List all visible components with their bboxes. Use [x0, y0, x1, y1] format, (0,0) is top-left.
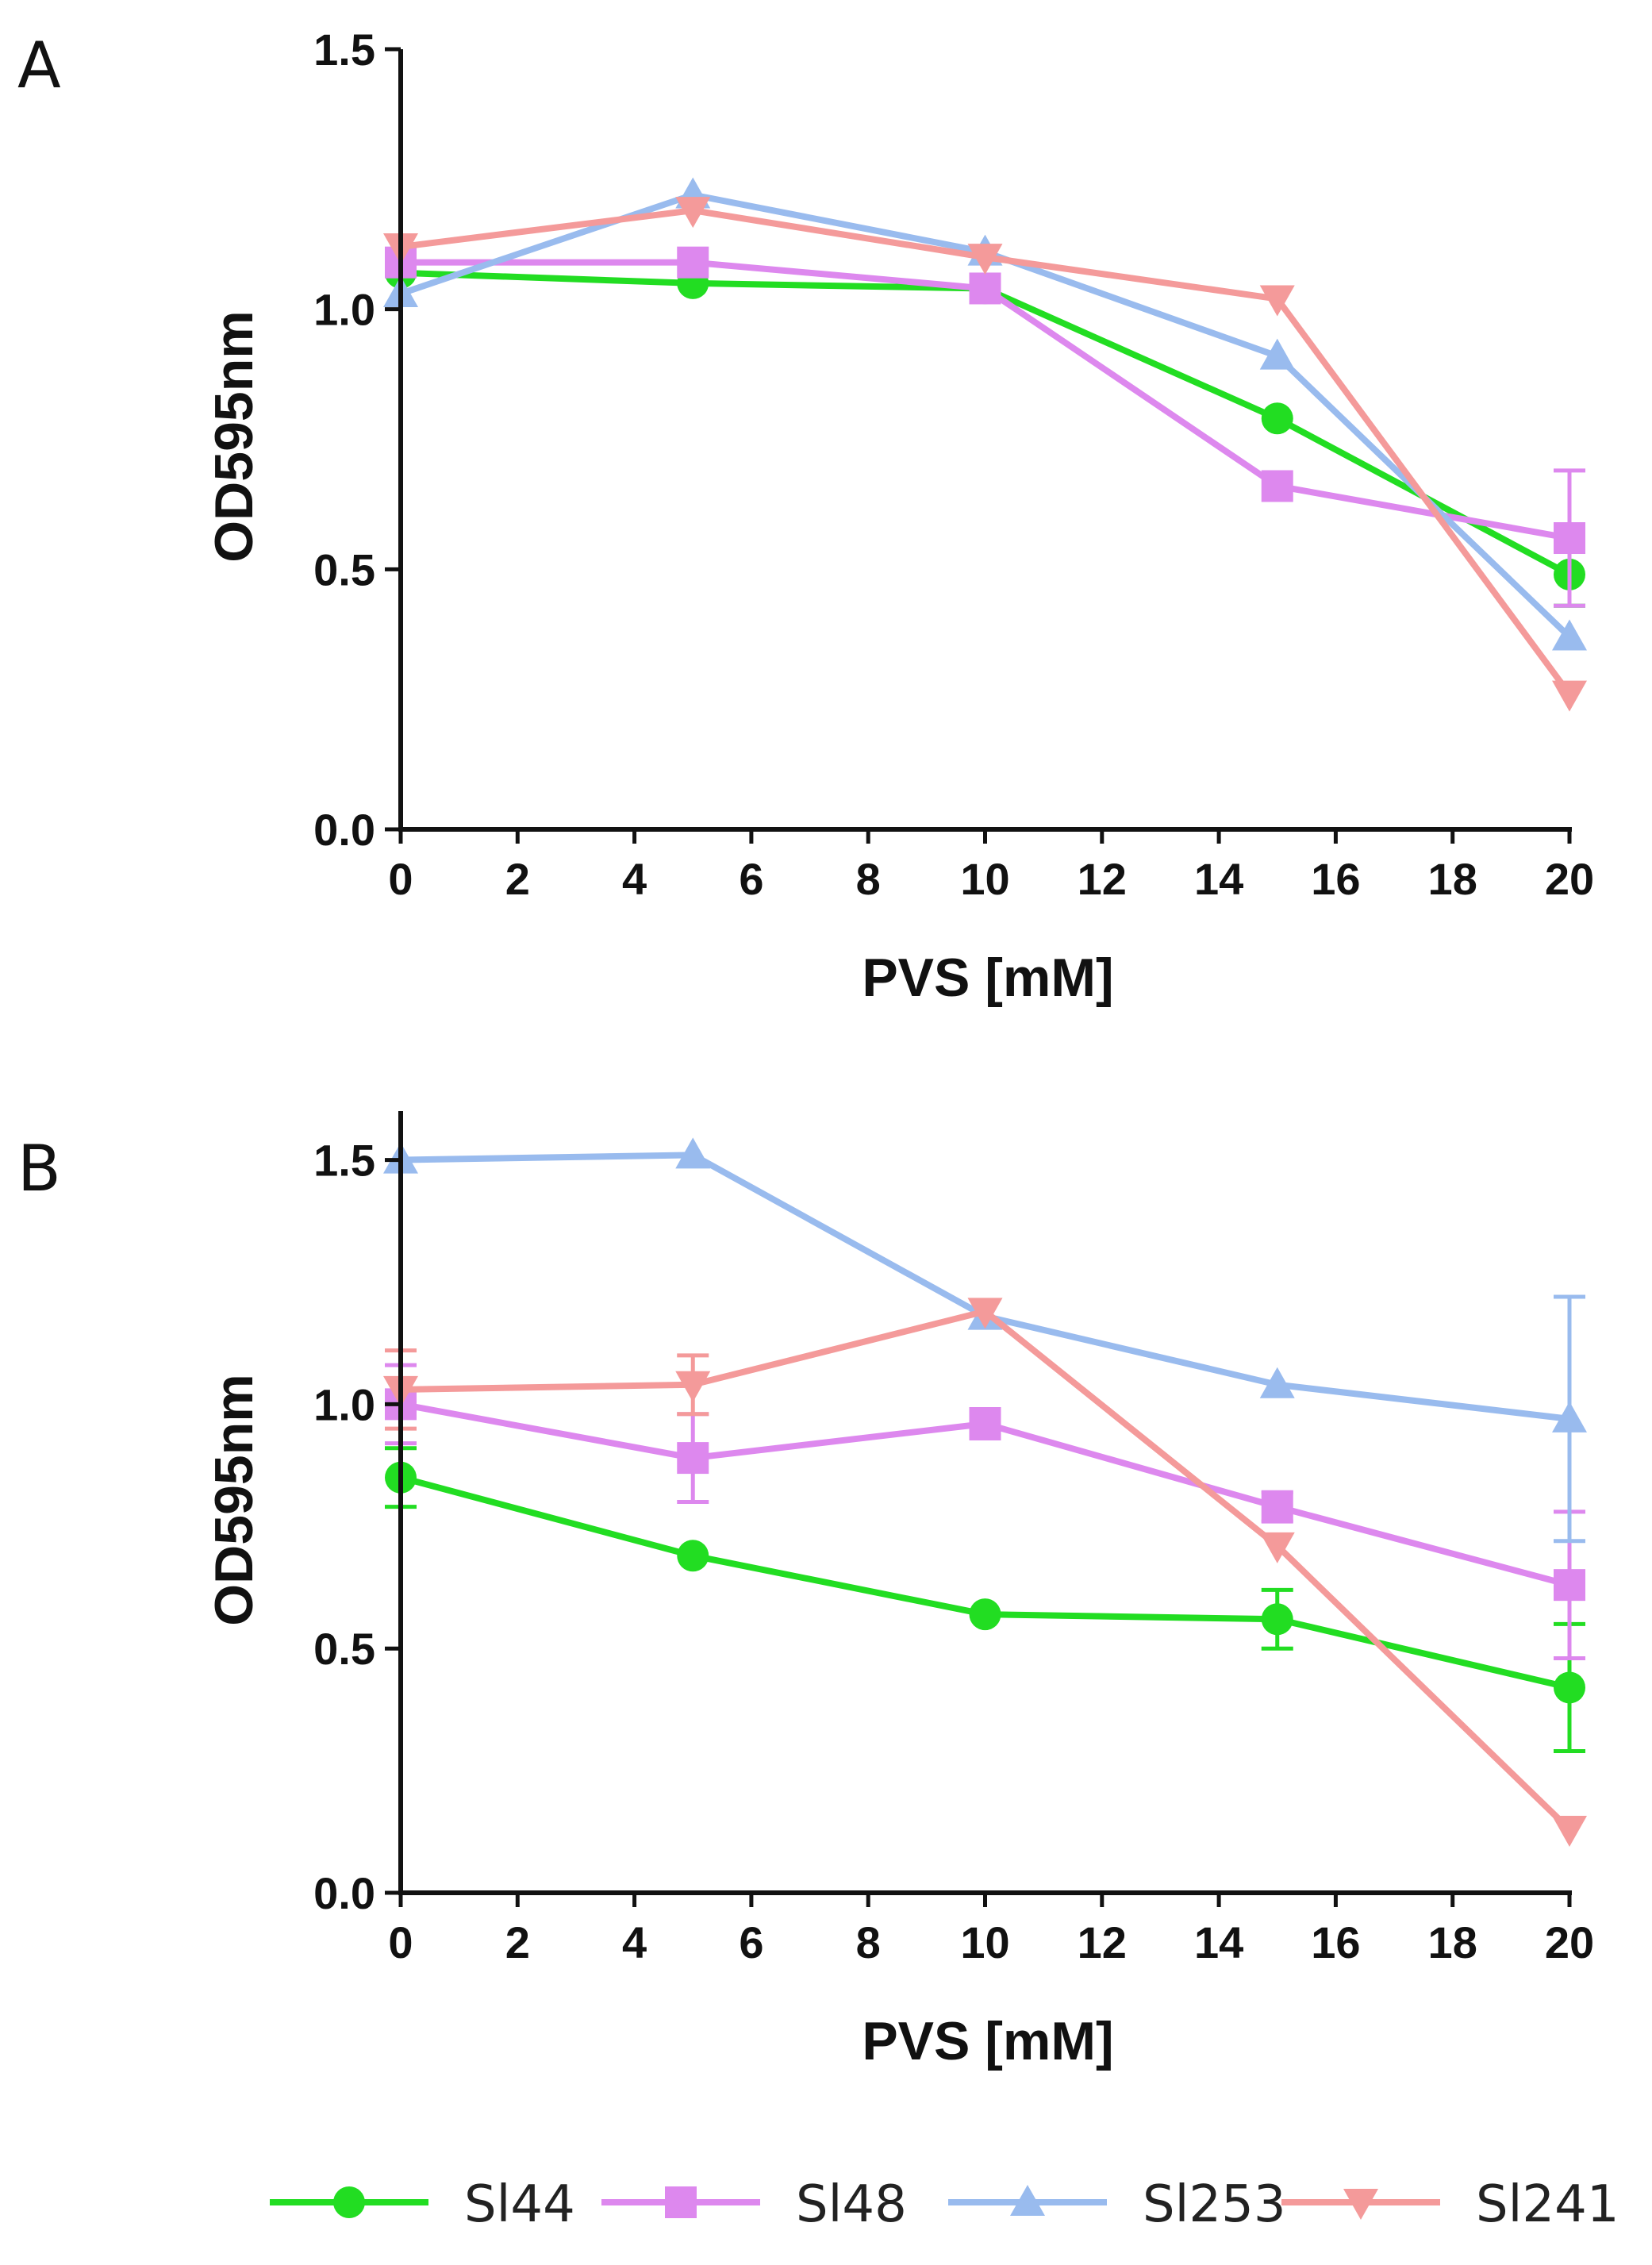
chart-panel-b: 0 2 4 6 8 10 12 14 16 18 20 0.0 0.5 1.0 1.5 PVS [mM] O… — [204, 1111, 1594, 2071]
data-point — [1554, 1671, 1585, 1704]
data-point — [675, 197, 711, 229]
x-tick-label: 2 — [505, 854, 530, 904]
data-point — [969, 1408, 1001, 1440]
y-tick-label: 0.5 — [313, 1624, 375, 1674]
data-point — [1261, 1490, 1293, 1523]
series-line — [400, 1152, 1570, 1422]
y-tick-label: 1.5 — [313, 25, 375, 75]
series-sl253 — [383, 1137, 1587, 1544]
data-point — [1261, 1603, 1293, 1636]
y-tick-label: 1.5 — [313, 1136, 375, 1186]
series-sl241 — [383, 1298, 1587, 1847]
x-tick-label: 16 — [1311, 854, 1360, 904]
data-point — [969, 1598, 1001, 1631]
data-point — [677, 1540, 709, 1572]
x-tick-label: 12 — [1078, 854, 1127, 904]
data-point — [1552, 680, 1587, 712]
series-line — [400, 269, 1571, 578]
y-axis-title: OD595nm — [204, 1374, 264, 1625]
x-tick-label: 14 — [1194, 1917, 1243, 1967]
data-point — [1261, 470, 1293, 502]
legend-label: Sl44 — [464, 2175, 575, 2234]
x-tick-label: 12 — [1078, 1917, 1127, 1967]
x-tick-label: 14 — [1194, 854, 1243, 904]
chart-panel-a: 0 2 4 6 8 10 12 14 16 18 20 0.0 0.5 1.0 1.5 PVS [mM] O… — [204, 25, 1594, 1008]
x-tick-label: 8 — [856, 1917, 881, 1967]
x-tick-label: 8 — [856, 854, 881, 904]
legend-item-sl241: Sl241 — [1281, 2175, 1619, 2234]
data-point — [1552, 1401, 1587, 1432]
y-tick-label: 0.0 — [313, 1868, 375, 1918]
data-point — [1552, 1815, 1587, 1847]
series-sl44 — [385, 1446, 1585, 1753]
data-point — [1552, 619, 1587, 651]
x-axis-title: PVS [mM] — [862, 2011, 1113, 2071]
series-sl48 — [385, 246, 1585, 608]
series-sl48 — [385, 1363, 1585, 1660]
data-point — [1554, 522, 1585, 555]
legend-label: Sl253 — [1143, 2175, 1286, 2234]
data-point — [967, 244, 1003, 275]
legend-marker — [1343, 2189, 1378, 2220]
legend-marker — [333, 2186, 365, 2218]
data-point — [967, 1298, 1003, 1329]
legend: Sl44 Sl48 Sl253 Sl241 — [270, 2175, 1619, 2234]
data-point — [969, 272, 1001, 305]
panel-a-letter: A — [17, 29, 61, 102]
series-line — [400, 1308, 1572, 1832]
data-point — [1259, 285, 1295, 317]
x-tick-label: 18 — [1428, 1917, 1477, 1967]
data-point — [675, 1137, 711, 1169]
series-sl44 — [385, 256, 1585, 608]
x-tick-label: 20 — [1545, 1917, 1594, 1967]
y-tick-label: 1.0 — [313, 1379, 375, 1429]
x-axis-title: PVS [mM] — [862, 948, 1113, 1008]
y-axis-title: OD595nm — [204, 310, 264, 562]
data-point — [1261, 402, 1293, 435]
data-point — [677, 246, 709, 279]
x-tick-label: 20 — [1545, 854, 1594, 904]
x-tick-label: 2 — [505, 1917, 530, 1967]
legend-label: Sl241 — [1476, 2175, 1619, 2234]
x-tick-label: 0 — [388, 854, 413, 904]
x-tick-label: 6 — [739, 854, 763, 904]
legend-marker — [665, 2186, 697, 2218]
data-point — [1259, 1532, 1295, 1563]
legend-item-sl44: Sl44 — [270, 2175, 575, 2234]
y-tick-label: 0.0 — [313, 805, 375, 855]
x-tick-label: 10 — [960, 854, 1009, 904]
legend-label: Sl48 — [796, 2175, 907, 2234]
legend-marker — [1010, 2185, 1045, 2216]
legend-item-sl253: Sl253 — [948, 2175, 1286, 2234]
legend-item-sl48: Sl48 — [601, 2175, 907, 2234]
x-tick-label: 4 — [622, 1917, 647, 1967]
data-point — [1259, 338, 1295, 370]
x-tick-label: 4 — [622, 854, 647, 904]
data-point — [675, 1371, 711, 1402]
series-sl241 — [383, 197, 1587, 712]
x-tick-label: 18 — [1428, 854, 1477, 904]
y-tick-label: 1.0 — [313, 285, 375, 335]
data-point — [677, 1442, 709, 1475]
x-tick-label: 10 — [960, 1917, 1009, 1967]
x-tick-label: 0 — [388, 1917, 413, 1967]
panel-b-letter: B — [17, 1132, 61, 1206]
data-point — [1259, 1367, 1295, 1398]
x-tick-label: 16 — [1311, 1917, 1360, 1967]
y-tick-label: 0.5 — [313, 544, 375, 594]
data-point — [1554, 1569, 1585, 1602]
x-tick-label: 6 — [739, 1917, 763, 1967]
